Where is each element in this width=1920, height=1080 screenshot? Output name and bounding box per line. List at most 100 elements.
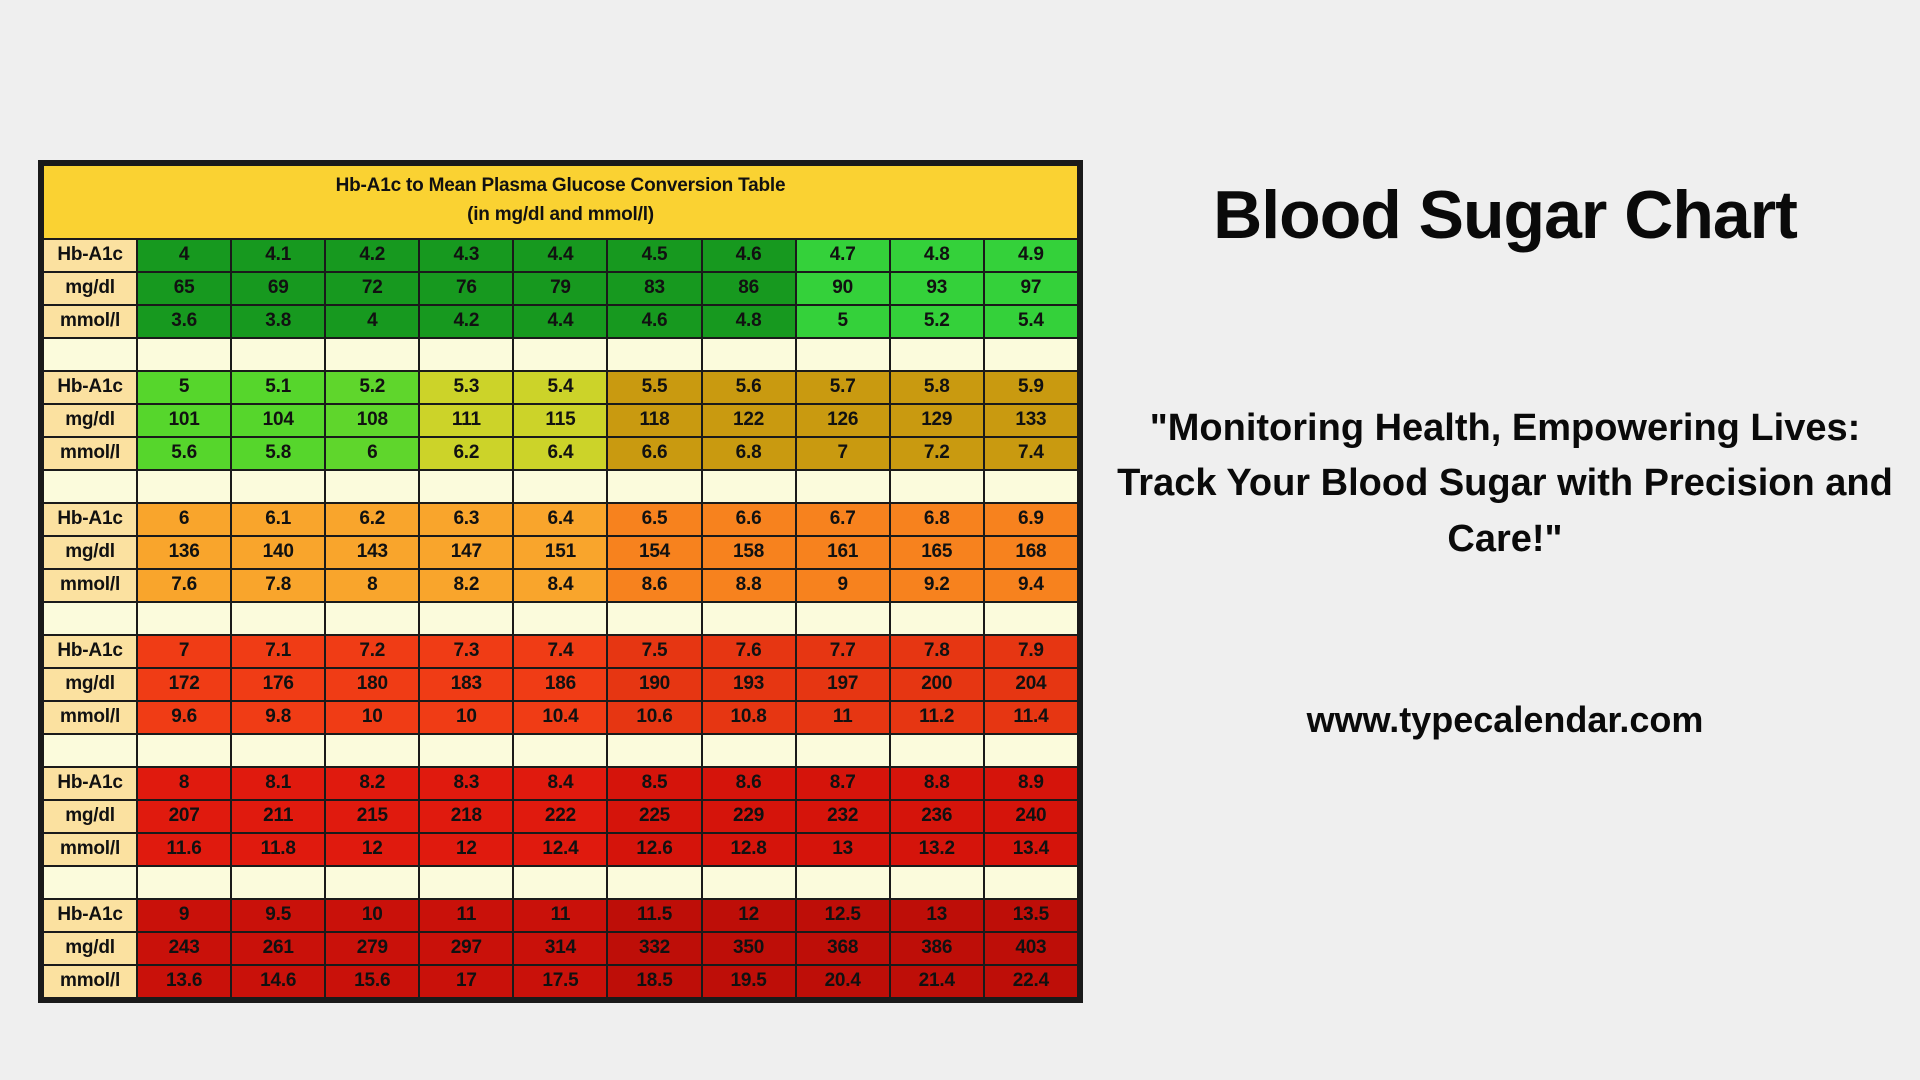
cell-a1c: 6.5 [606, 501, 703, 537]
cell-a1c: 7 [136, 633, 233, 669]
cell-a1c: 4.9 [982, 237, 1080, 273]
spacer-cell [606, 600, 703, 636]
cell-a1c: 4.8 [888, 237, 985, 273]
table-row: mmol/l 3.6 3.8 4 4.2 4.4 4.6 4.8 5 5.2 5.4 [41, 303, 1080, 339]
cell-mmoll: 11.4 [982, 699, 1080, 735]
cell-mmoll: 11.2 [888, 699, 985, 735]
table-row: mmol/l 5.6 5.8 6 6.2 6.4 6.6 6.8 7 7.2 7.4 [41, 435, 1080, 471]
table-row: mg/dl 172 176 180 183 186 190 193 197 200 204 [41, 666, 1080, 702]
row-label-mmoll: mmol/l [41, 567, 139, 603]
spacer-cell [136, 732, 233, 768]
spacer-cell [982, 336, 1080, 372]
cell-a1c: 4.6 [700, 237, 797, 273]
table-row: Hb-A1c 4 4.1 4.2 4.3 4.4 4.5 4.6 4.7 4.8 4.9 [41, 237, 1080, 273]
cell-mmoll: 8.6 [606, 567, 703, 603]
row-label-mgdl: mg/dl [41, 270, 139, 306]
spacer-cell [888, 864, 985, 900]
spacer-cell [606, 864, 703, 900]
cell-mgdl: 97 [982, 270, 1080, 306]
spacer-cell [700, 336, 797, 372]
cell-mgdl: 79 [512, 270, 609, 306]
spacer-cell [41, 600, 139, 636]
spacer-cell [512, 600, 609, 636]
cell-mmoll: 5.8 [230, 435, 327, 471]
cell-mmoll: 4.8 [700, 303, 797, 339]
cell-mmoll: 19.5 [700, 963, 797, 999]
cell-mgdl: 93 [888, 270, 985, 306]
cell-mgdl: 350 [700, 930, 797, 966]
hba1c-conversion-table: Hb-A1c to Mean Plasma Glucose Conversion… [41, 164, 1080, 999]
cell-mgdl: 118 [606, 402, 703, 438]
cell-mgdl: 76 [418, 270, 515, 306]
cell-a1c: 7.4 [512, 633, 609, 669]
cell-a1c: 7.2 [324, 633, 421, 669]
cell-mmoll: 9.4 [982, 567, 1080, 603]
row-label-mgdl: mg/dl [41, 930, 139, 966]
spacer-cell [982, 732, 1080, 768]
cell-mgdl: 165 [888, 534, 985, 570]
cell-mmoll: 10.6 [606, 699, 703, 735]
cell-mmoll: 15.6 [324, 963, 421, 999]
cell-mgdl: 129 [888, 402, 985, 438]
table-title-main: Hb-A1c to Mean Plasma Glucose Conversion… [335, 175, 786, 196]
cell-a1c: 10 [324, 897, 421, 933]
spacer-cell [606, 336, 703, 372]
spacer-cell [512, 732, 609, 768]
table-row: mmol/l 9.6 9.8 10 10 10.4 10.6 10.8 11 11.2 11.4 [41, 699, 1080, 735]
row-label-a1c: Hb-A1c [41, 897, 139, 933]
table-row: mg/dl 136 140 143 147 151 154 158 161 165 168 [41, 534, 1080, 570]
spacer-cell [418, 600, 515, 636]
spacer-cell [230, 600, 327, 636]
cell-a1c: 13 [888, 897, 985, 933]
spacer-cell [41, 732, 139, 768]
cell-mgdl: 72 [324, 270, 421, 306]
spacer-cell [324, 732, 421, 768]
cell-mgdl: 86 [700, 270, 797, 306]
cell-mmoll: 4.4 [512, 303, 609, 339]
cell-a1c: 5 [136, 369, 233, 405]
table-row: mg/dl 101 104 108 111 115 118 122 126 129 133 [41, 402, 1080, 438]
spacer-cell [136, 864, 233, 900]
cell-mmoll: 13.6 [136, 963, 233, 999]
cell-mgdl: 204 [982, 666, 1080, 702]
block-spacer-row [41, 864, 1080, 900]
cell-a1c: 9.5 [230, 897, 327, 933]
cell-a1c: 7.5 [606, 633, 703, 669]
spacer-cell [230, 864, 327, 900]
cell-a1c: 7.3 [418, 633, 515, 669]
cell-mmoll: 4.2 [418, 303, 515, 339]
cell-a1c: 5.1 [230, 369, 327, 405]
cell-mmoll: 20.4 [794, 963, 891, 999]
cell-mgdl: 261 [230, 930, 327, 966]
spacer-cell [700, 864, 797, 900]
cell-mgdl: 297 [418, 930, 515, 966]
table-row: mg/dl 65 69 72 76 79 83 86 90 93 97 [41, 270, 1080, 306]
cell-mgdl: 161 [794, 534, 891, 570]
cell-a1c: 6.7 [794, 501, 891, 537]
spacer-cell [794, 468, 891, 504]
row-label-mgdl: mg/dl [41, 402, 139, 438]
cell-mmoll: 10.4 [512, 699, 609, 735]
cell-a1c: 5.4 [512, 369, 609, 405]
row-label-mmoll: mmol/l [41, 831, 139, 867]
cell-mmoll: 8.4 [512, 567, 609, 603]
cell-mmoll: 9.8 [230, 699, 327, 735]
block-spacer-row [41, 732, 1080, 768]
table-row: mmol/l 7.6 7.8 8 8.2 8.4 8.6 8.8 9 9.2 9.4 [41, 567, 1080, 603]
cell-a1c: 6.6 [700, 501, 797, 537]
cell-a1c: 4.2 [324, 237, 421, 273]
cell-mgdl: 215 [324, 798, 421, 834]
right-panel: Blood Sugar Chart "Monitoring Health, Em… [1110, 179, 1900, 741]
cell-mgdl: 240 [982, 798, 1080, 834]
cell-mgdl: 90 [794, 270, 891, 306]
cell-mgdl: 243 [136, 930, 233, 966]
cell-a1c: 5.5 [606, 369, 703, 405]
cell-mmoll: 12 [418, 831, 515, 867]
cell-mgdl: 83 [606, 270, 703, 306]
cell-a1c: 8.5 [606, 765, 703, 801]
cell-mmoll: 17 [418, 963, 515, 999]
cell-a1c: 4.3 [418, 237, 515, 273]
cell-a1c: 9 [136, 897, 233, 933]
cell-mmoll: 5.6 [136, 435, 233, 471]
cell-mmoll: 18.5 [606, 963, 703, 999]
